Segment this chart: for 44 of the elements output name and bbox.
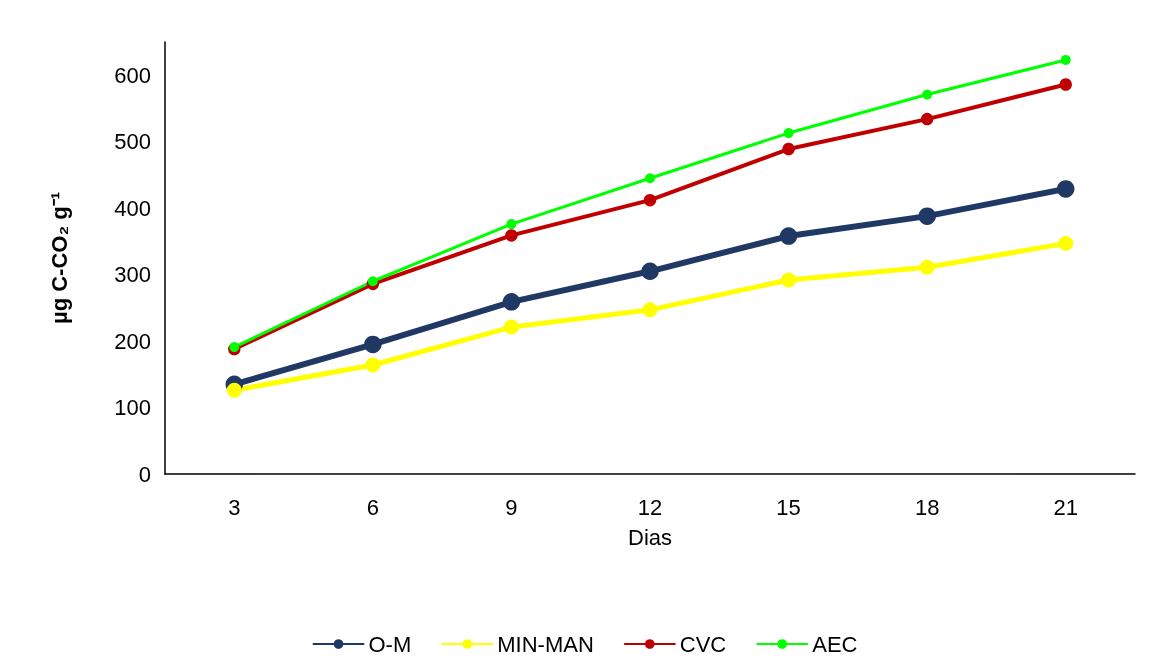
legend-label: AEC [812,631,858,657]
legend-label: CVC [679,631,727,657]
x-tick-label: 18 [914,494,940,520]
point [502,293,521,311]
x-tick-label: 9 [505,494,518,520]
point [920,112,934,126]
x-tick-label: 3 [228,494,241,520]
legend-label: MIN-MAN [497,631,594,657]
point [506,219,517,230]
point [782,142,795,156]
point [783,128,794,139]
point [503,319,519,335]
point [779,227,798,245]
y-tick-label: 200 [114,328,151,354]
point [919,259,935,275]
point [641,262,659,281]
x-tick-label: 6 [366,494,379,520]
point [1058,235,1074,251]
point [642,302,658,318]
y-tick-label: 0 [138,461,151,487]
point [922,89,933,100]
y-axis-title: µg C-CO₂ g⁻¹ [46,191,72,325]
point [505,229,518,242]
point [226,382,242,398]
y-tick-label: 500 [114,129,151,155]
x-axis-title: Dias [627,524,673,550]
y-tick-label: 400 [114,195,151,221]
legend-label: O-M [368,631,412,657]
point [781,272,797,288]
point [643,193,657,207]
point [365,357,381,373]
point [1059,78,1072,91]
point [1056,180,1075,198]
y-tick-label: 100 [114,395,151,421]
x-tick-label: 21 [1053,494,1078,520]
x-tick-label: 15 [776,494,801,520]
y-tick-label: 300 [114,262,151,288]
point [367,276,378,287]
point [1060,54,1071,65]
point [364,335,382,354]
point [918,207,936,225]
point [645,173,655,184]
y-tick-label: 600 [114,62,151,88]
x-tick-label: 12 [637,494,663,520]
